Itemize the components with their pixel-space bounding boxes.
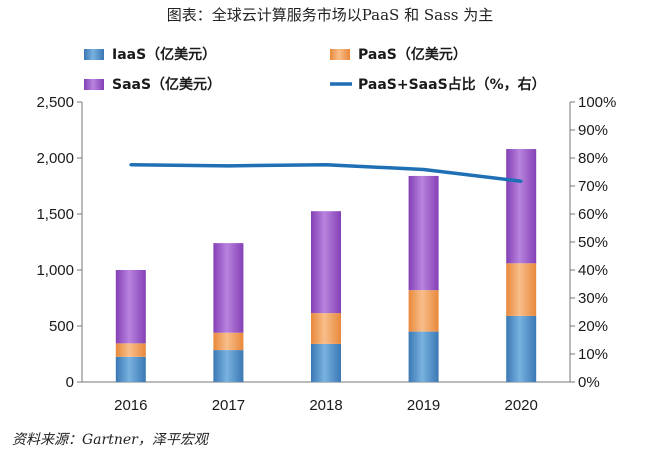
y-tick-label-right: 90% [578,122,608,139]
bar-iaas [408,331,439,382]
y-tick-label-left: 2,000 [36,150,74,167]
y-tick-label-right: 20% [578,318,608,335]
legend-label-iaas: IaaS（亿美元） [112,46,216,63]
y-tick-label-left: 0 [66,374,74,391]
bar-paas [506,263,537,316]
bar-iaas [115,356,146,382]
legend-swatch-iaas [84,49,104,60]
y-tick-label-right: 100% [578,94,616,111]
y-tick-label-right: 60% [578,206,608,223]
ratio-line [129,162,523,183]
bar-saas [213,243,244,333]
bars [115,149,537,382]
x-tick-label: 2019 [407,397,440,414]
y-tick-label-left: 1,000 [36,262,74,279]
y-tick-label-right: 50% [578,234,608,251]
bar-saas [115,270,146,344]
y-tick-label-right: 30% [578,290,608,307]
y-tick-label-right: 80% [578,150,608,167]
y-tick-label-left: 2,500 [36,94,74,111]
x-tick-label: 2017 [212,397,245,414]
y-ticks-right: 0% 10% 20% 30% 40% 50% 60% 70% 80% 90% 100% [570,94,616,391]
legend-swatch-paas [330,49,350,60]
y-tick-label-left: 1,500 [36,206,74,223]
bar-iaas [506,315,537,382]
bar-saas [408,175,439,291]
y-tick-label-right: 0% [578,374,600,391]
bar-iaas [213,350,244,382]
ratio-point [422,167,426,171]
y-tick-label-left: 500 [49,318,74,335]
x-tick-label: 2018 [309,397,342,414]
bar-paas [408,290,439,332]
legend-label-paas: PaaS（亿美元） [358,46,467,63]
bar-paas [115,343,146,357]
y-tick-label-right: 10% [578,346,608,363]
chart-title: 图表：全球云计算服务市场以PaaS 和 Sass 为主 [166,6,494,24]
legend-label-saas: SaaS（亿美元） [112,76,221,93]
bar-saas [506,149,537,264]
ratio-point [519,179,523,183]
bar-paas [311,313,341,344]
y-tick-label-right: 70% [578,178,608,195]
legend: IaaS（亿美元） PaaS（亿美元） SaaS（亿美元） PaaS+SaaS占… [84,46,546,93]
bar-saas [311,211,341,314]
ratio-line-path [130,162,522,183]
x-tick-label: 2020 [505,397,538,414]
y-ticks-left: 0 500 1,000 1,500 2,000 2,500 [36,94,82,391]
legend-label-ratio: PaaS+SaaS占比（%，右） [358,76,546,93]
legend-swatch-saas [84,79,104,90]
ratio-point [129,163,133,167]
source-note: 资料来源：Gartner，泽平宏观 [12,432,208,448]
bar-paas [213,332,244,351]
bar-iaas [311,343,341,382]
x-tick-labels: 2016 2017 2018 2019 2020 [114,397,538,414]
ratio-point [226,164,230,168]
ratio-point [324,163,328,167]
x-tick-label: 2016 [114,397,147,414]
y-tick-label-right: 40% [578,262,608,279]
